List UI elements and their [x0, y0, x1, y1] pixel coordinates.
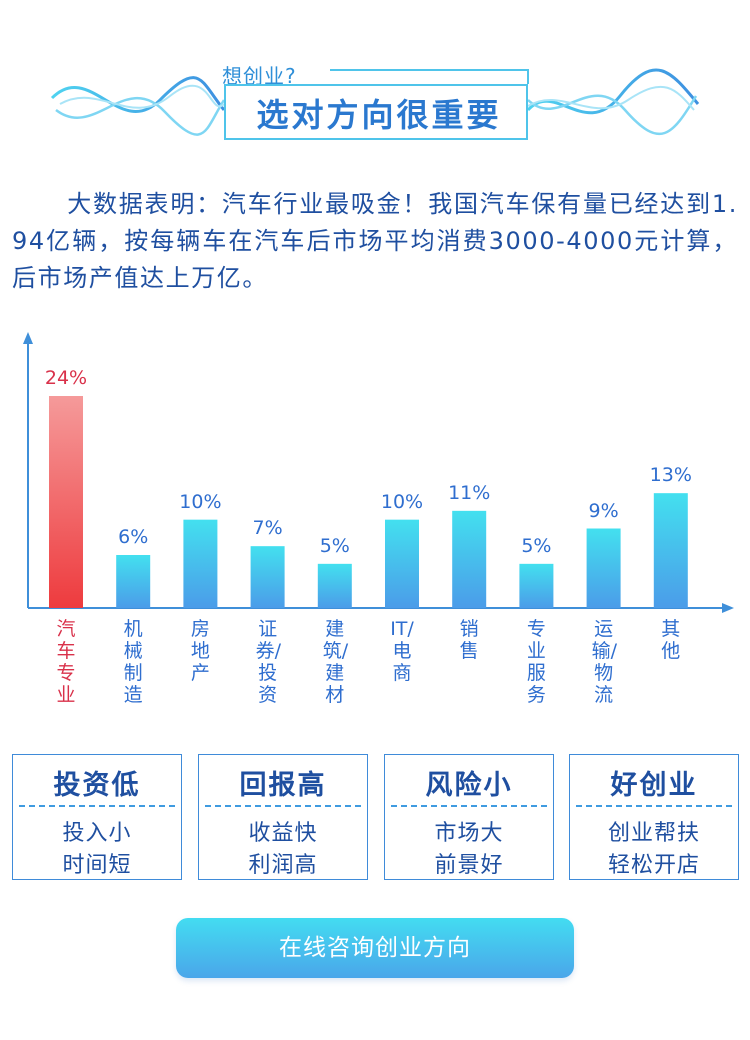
- card-title: 风险小: [425, 770, 513, 801]
- card-line: 收益快: [248, 821, 318, 846]
- category-label: 机械制造: [123, 618, 143, 706]
- card-divider: [576, 805, 732, 807]
- bar-0: [49, 396, 83, 608]
- bar-3: [250, 546, 285, 608]
- card-line: 时间短: [62, 853, 132, 878]
- card-divider: [19, 805, 175, 807]
- header-banner: 想创业? 选对方向很重要: [0, 0, 750, 160]
- bar-value-label: 13%: [649, 464, 692, 487]
- category-label: 汽车专业: [56, 618, 76, 706]
- category-label: 房地产: [190, 618, 210, 684]
- bar-value-label: 5%: [521, 534, 552, 557]
- card-easy-startup: 好创业 创业帮扶 轻松开店: [569, 754, 739, 880]
- bar-8: [586, 528, 621, 608]
- category-label: 建筑/建材: [322, 618, 349, 706]
- bar-value-label: 6%: [118, 526, 149, 548]
- bar-value-label: 7%: [252, 517, 283, 540]
- bar-value-label: 9%: [588, 499, 619, 522]
- card-low-risk: 风险小 市场大 前景好: [384, 754, 554, 880]
- y-axis-arrow: [23, 332, 33, 344]
- bar-9: [653, 493, 688, 608]
- card-line: 市场大: [434, 821, 504, 846]
- card-line: 投入小: [62, 821, 132, 846]
- bar-6: [452, 510, 487, 608]
- category-label: 销售: [459, 618, 479, 662]
- header-title-frame: [224, 84, 528, 140]
- header-title: 选对方向很重要: [256, 96, 502, 134]
- bar-value-label: 24%: [44, 367, 88, 389]
- card-line: 轻松开店: [607, 853, 700, 878]
- category-label: 证券/投资: [255, 618, 281, 706]
- bar-value-label: 10%: [179, 490, 222, 513]
- bar-1: [116, 555, 151, 608]
- card-title: 回报高: [239, 770, 327, 801]
- card-low-investment: 投资低 投入小 时间短: [12, 754, 182, 880]
- bar-value-label: 5%: [319, 534, 350, 557]
- category-label: 其他: [661, 618, 681, 662]
- card-divider: [205, 805, 361, 807]
- intro-paragraph: 大数据表明：汽车行业最吸金！我国汽车保有量已经达到1.94亿辆，按每辆车在汽车后…: [12, 190, 738, 292]
- chart-bars: [49, 396, 688, 608]
- bar-4: [317, 563, 352, 608]
- bar-5: [385, 519, 419, 608]
- wave-decoration: [50, 68, 700, 136]
- card-title: 好创业: [610, 770, 698, 801]
- chart-canvas: [23, 332, 734, 613]
- card-title: 投资低: [53, 770, 141, 801]
- industry-bar-chart: 24% 汽车专业 6% 机械制造 10% 房地产 7% 证券/投资 5% 建筑/建材 10% IT/电…: [0, 320, 750, 730]
- card-line: 创业帮扶: [607, 821, 700, 846]
- bar-value-label: 11%: [448, 481, 491, 504]
- card-line: 前景好: [434, 853, 504, 878]
- bar-2: [183, 519, 218, 608]
- card-high-return: 回报高 收益快 利润高: [198, 754, 368, 880]
- x-axis-arrow: [722, 603, 734, 613]
- card-line: 利润高: [248, 853, 318, 878]
- consult-button[interactable]: 在线咨询创业方向: [176, 918, 574, 978]
- bar-value-label: 10%: [380, 490, 424, 513]
- category-label: IT/电商: [390, 618, 414, 684]
- bar-7: [519, 563, 554, 608]
- card-divider: [391, 805, 547, 807]
- category-label: 专业服务: [526, 618, 546, 706]
- category-label: 运输/物流: [591, 618, 617, 706]
